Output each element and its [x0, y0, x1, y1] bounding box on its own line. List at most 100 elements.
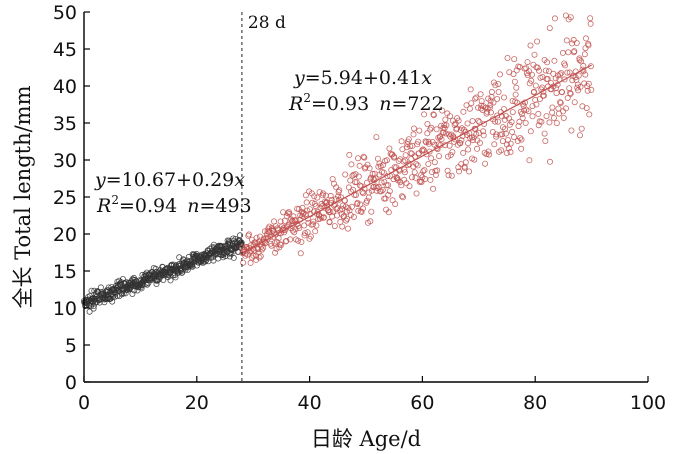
n-late-label: n [379, 93, 391, 115]
scatter-point [508, 119, 515, 126]
scatter-point [167, 277, 174, 284]
scatter-point [368, 208, 375, 215]
scatter-point [487, 97, 494, 104]
scatter-point [408, 174, 415, 181]
scatter-point [335, 193, 342, 200]
scatter-point [469, 137, 476, 144]
scatter-point [484, 108, 491, 115]
scatter-point [512, 98, 519, 105]
r2-late-sup: 2 [303, 91, 311, 105]
scatter-point [583, 35, 590, 42]
scatter-point [398, 193, 405, 200]
r2-late-label: R [288, 93, 303, 115]
scatter-point [448, 172, 455, 179]
scatter-point [544, 59, 551, 66]
scatter-point [561, 76, 568, 83]
scatter-point [427, 126, 434, 133]
scatter-point [464, 120, 471, 127]
scatter-point [566, 85, 573, 92]
scatter-point [354, 155, 361, 162]
scatter-point [551, 15, 558, 22]
scatter-point [566, 69, 573, 76]
axis-ticks: 0 20 40 60 80 100 0 5 10 15 20 25 30 35 40 45 50 [53, 2, 666, 414]
scatter-point [339, 223, 346, 230]
scatter-point [543, 113, 550, 120]
y-axis-title: 全长 Total length/mm [11, 85, 35, 308]
scatter-point [347, 212, 354, 219]
scatter-point [433, 145, 440, 152]
scatter-point [460, 149, 467, 156]
scatter-point [571, 48, 578, 55]
scatter-point [323, 199, 330, 206]
scatter-point [540, 92, 547, 99]
scatter-point [502, 130, 509, 137]
scatter-point [583, 105, 590, 112]
scatter-point [428, 155, 435, 162]
scatter-point [367, 218, 374, 225]
scatter-point [441, 122, 448, 129]
scatter-point [379, 186, 386, 193]
scatter-point [287, 236, 294, 243]
scatter-point [280, 209, 287, 216]
r2-early-label: R [96, 195, 111, 217]
scatter-point [286, 210, 293, 217]
x-axis-title: 日龄 Age/d [311, 427, 421, 451]
scatter-point [347, 177, 354, 184]
scatter-point [389, 197, 396, 204]
scatter-point [495, 81, 502, 88]
scatter-point [138, 285, 145, 292]
scatter-point [499, 131, 506, 138]
scatter-point [529, 113, 536, 120]
scatter-point [587, 15, 594, 22]
scatter-point [356, 162, 363, 169]
scatter-point [580, 62, 587, 69]
scatter-point [507, 140, 514, 147]
scatter-point [426, 148, 433, 155]
scatter-point [236, 232, 243, 239]
scatter-point [567, 90, 574, 97]
scatter-point [180, 256, 187, 263]
scatter-point [402, 152, 409, 159]
scatter-point [307, 233, 314, 240]
scatter-point [524, 59, 531, 66]
scatter-point [385, 209, 392, 216]
eq-early-x: x [234, 169, 245, 191]
eq-late-x: x [421, 67, 432, 89]
scatter-point [474, 145, 481, 152]
scatter-point [528, 77, 535, 84]
scatter-point [498, 147, 505, 154]
scatter-point [398, 138, 405, 145]
scatter-point [260, 244, 267, 251]
scatter-point [522, 120, 529, 127]
scatter-point [546, 119, 553, 126]
y-tick-label: 25 [53, 187, 77, 209]
eq-late-y: y [293, 67, 305, 89]
scatter-point [355, 173, 362, 180]
scatter-point [189, 263, 196, 270]
scatter-point [482, 160, 489, 167]
fit-lines [83, 64, 592, 304]
scatter-point [489, 128, 496, 135]
scatter-point [490, 99, 497, 106]
scatter-point [365, 189, 372, 196]
scatter-point [442, 116, 449, 123]
scatter-point [240, 259, 247, 266]
scatter-point [535, 110, 542, 117]
scatter-point [344, 225, 351, 232]
scatter-point [582, 71, 589, 78]
scatter-point [504, 55, 511, 62]
y-tick-label: 50 [53, 2, 77, 24]
scatter-point [253, 234, 260, 241]
scatter-point [487, 109, 494, 116]
eq-early-y: y [94, 169, 106, 191]
scatter-point [447, 151, 454, 158]
scatter-point [528, 71, 535, 78]
scatter-point [401, 166, 408, 173]
scatter-point [513, 84, 520, 91]
scatter-points [81, 12, 595, 315]
scatter-point [293, 217, 300, 224]
r2-late-value: =0.93 [311, 93, 369, 115]
scatter-point [414, 162, 421, 169]
scatter-point [283, 237, 290, 244]
scatter-point [383, 157, 390, 164]
